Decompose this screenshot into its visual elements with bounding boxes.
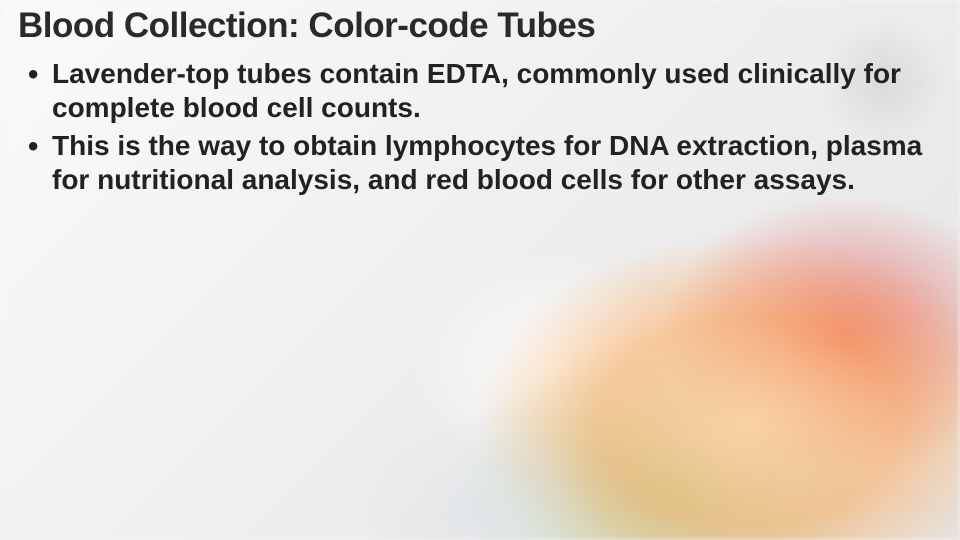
slide-content: Blood Collection: Color-code Tubes Laven… xyxy=(0,0,960,540)
bullet-item: Lavender-top tubes contain EDTA, commonl… xyxy=(24,57,942,125)
slide-title: Blood Collection: Color-code Tubes xyxy=(18,8,942,45)
bullet-list: Lavender-top tubes contain EDTA, commonl… xyxy=(18,57,942,198)
bullet-item: This is the way to obtain lymphocytes fo… xyxy=(24,129,942,197)
